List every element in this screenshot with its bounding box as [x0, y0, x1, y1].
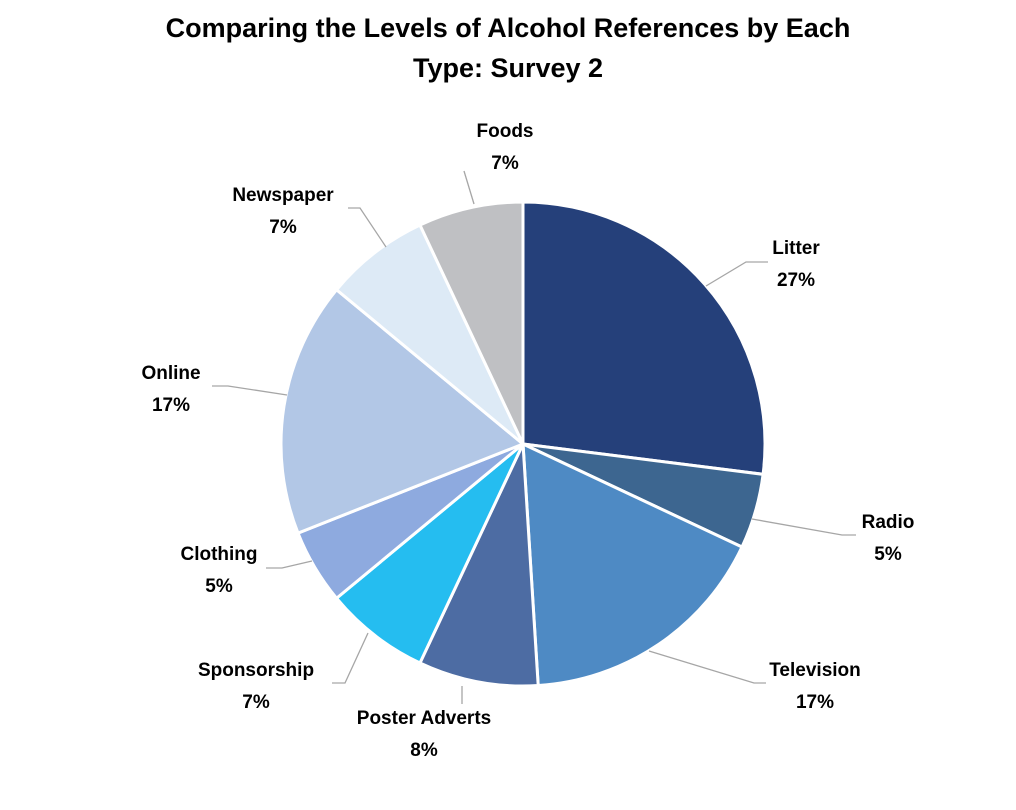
slice-value-radio: 5% — [874, 544, 902, 565]
slice-label-online: Online — [141, 363, 200, 384]
slice-label-television: Television — [769, 660, 861, 681]
pie-slice-foods — [418, 200, 525, 446]
leader-line-foods — [463, 170, 475, 205]
slice-label-clothing: Clothing — [180, 544, 257, 565]
chart-title: Comparing the Levels of Alcohol Referenc… — [0, 8, 1016, 88]
leader-line-online — [212, 385, 288, 396]
slice-label-litter: Litter — [772, 238, 820, 259]
pie-slice-litter — [521, 200, 767, 476]
pie-slice-television — [521, 442, 744, 688]
slice-label-newspaper: Newspaper — [232, 185, 334, 206]
slice-label-sponsorship: Sponsorship — [198, 660, 314, 681]
slice-value-litter: 27% — [777, 270, 815, 291]
leader-line-litter — [705, 261, 768, 287]
pie-slice-sponsorship — [335, 442, 525, 665]
chart-title-line-1: Comparing the Levels of Alcohol Referenc… — [165, 13, 851, 43]
slice-value-newspaper: 7% — [269, 217, 297, 238]
pie-slice-poster-adverts — [418, 442, 540, 688]
pie-slice-online — [279, 288, 525, 535]
slice-value-sponsorship: 7% — [242, 692, 270, 713]
slice-value-television: 17% — [796, 692, 834, 713]
leader-line-newspaper — [348, 207, 387, 248]
slice-value-poster-adverts: 8% — [410, 740, 438, 761]
chart-title-line-2: Type: Survey 2 — [412, 53, 604, 83]
leader-line-television — [648, 650, 766, 684]
slice-label-foods: Foods — [477, 121, 534, 142]
pie-slice-newspaper — [335, 223, 525, 446]
leader-line-clothing — [266, 560, 313, 569]
leader-line-radio — [751, 518, 856, 536]
slice-value-online: 17% — [152, 395, 190, 416]
leader-line-sponsorship — [332, 632, 369, 684]
slice-label-poster-adverts: Poster Adverts — [357, 708, 491, 729]
slice-label-radio: Radio — [862, 512, 915, 533]
slice-value-clothing: 5% — [205, 576, 233, 597]
slice-value-foods: 7% — [491, 153, 519, 174]
